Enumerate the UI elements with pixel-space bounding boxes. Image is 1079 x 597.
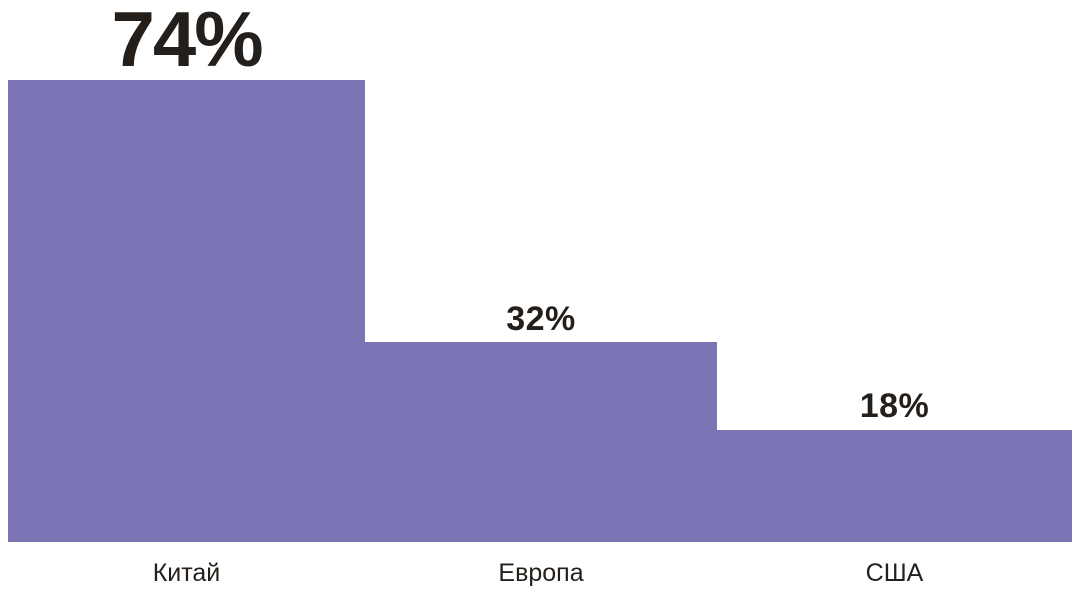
bar-group-usa: 18% США — [717, 0, 1072, 597]
bar-group-china: 74% Китай — [8, 0, 365, 597]
category-label-china: Китай — [152, 559, 221, 587]
bar-usa — [717, 429, 1072, 542]
category-label-europe: Европа — [498, 559, 584, 587]
value-label-europe: 32% — [506, 299, 576, 338]
category-label-usa: США — [865, 559, 924, 587]
bar-europe — [365, 342, 717, 542]
value-label-china: 74% — [111, 0, 263, 84]
value-label-usa: 18% — [859, 387, 930, 426]
bar-group-europe: 32% Европа — [365, 0, 717, 597]
bar-china — [8, 79, 365, 542]
